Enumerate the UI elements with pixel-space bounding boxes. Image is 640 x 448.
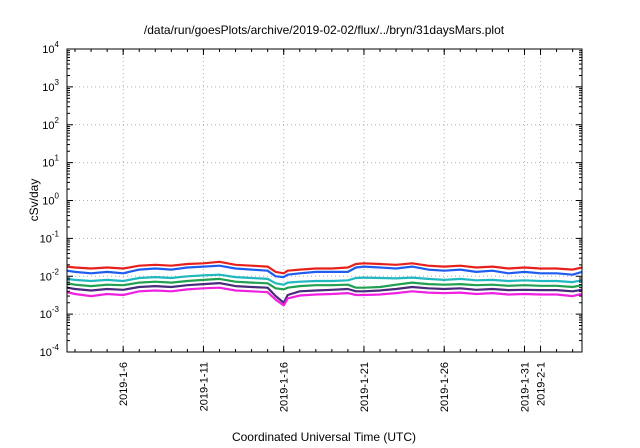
x-tick-label: 2019-1-31 [519, 362, 531, 412]
y-tick-label: 10-3 [40, 305, 60, 321]
series-line [66, 277, 583, 291]
y-tick-label: 104 [42, 40, 59, 56]
chart-title: /data/run/goesPlots/archive/2019-02-02/f… [144, 23, 505, 37]
series-line [66, 264, 583, 279]
plot-frame [66, 48, 583, 353]
y-tick-label: 10-2 [40, 267, 60, 283]
grid [67, 49, 582, 352]
y-tick-label: 10-1 [40, 229, 60, 245]
x-tick-label: 2019-1-26 [439, 362, 451, 412]
x-tick-label: 2019-1-21 [359, 362, 371, 412]
y-axis-label: cSv/day [27, 179, 41, 222]
series-line [66, 273, 583, 286]
series-lines [66, 260, 583, 307]
series-line [66, 260, 583, 275]
y-tick-label: 103 [42, 78, 59, 94]
axes: 10-4 10-3 10-2 10-1 100 101 102 103 104 2019-1-6 2… [40, 40, 582, 412]
x-tick-label: 2019-1-6 [118, 362, 130, 406]
y-tick-label: 100 [42, 192, 59, 208]
y-tick-label: 102 [42, 116, 59, 132]
series-line [66, 282, 583, 304]
y-tick-label: 101 [42, 154, 59, 170]
x-tick-label: 2019-1-11 [198, 362, 210, 411]
y-tick-label: 10-4 [40, 343, 60, 359]
x-tick-label: 2019-1-16 [279, 362, 291, 412]
x-axis-label: Coordinated Universal Time (UTC) [232, 430, 416, 444]
series-line [66, 286, 583, 307]
x-tick-label: 2019-2-1 [536, 362, 548, 406]
